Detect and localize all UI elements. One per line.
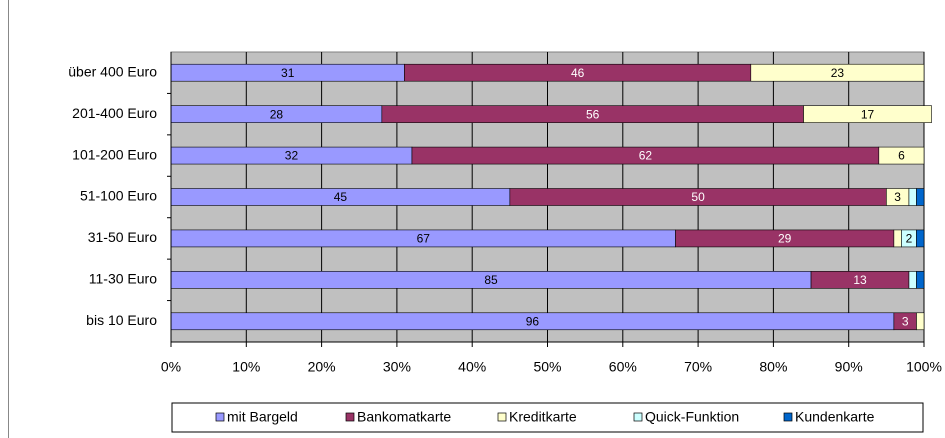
legend-swatch: [497, 412, 507, 422]
y-tick-label: 201-400 Euro: [72, 105, 157, 121]
bar-segment: [916, 188, 925, 206]
data-label: 2: [906, 232, 913, 246]
bar-segment: [893, 229, 902, 248]
bar-segment: [916, 312, 925, 331]
bar-segment: [803, 105, 932, 123]
x-tick-label: 0%: [161, 359, 181, 375]
legend-swatch: [215, 412, 225, 422]
y-tick-label: 11-30 Euro: [89, 271, 157, 287]
data-label: 62: [639, 149, 653, 163]
data-label: 3: [894, 190, 901, 204]
bar-segment: [908, 271, 917, 289]
data-label: 50: [691, 190, 705, 204]
data-label: 96: [526, 314, 540, 328]
x-tick-label: 50%: [533, 359, 561, 375]
bar-segment: [878, 146, 925, 165]
legend-box: [171, 402, 924, 433]
x-tick-label: 40%: [458, 359, 486, 375]
x-tick-label: 10%: [232, 359, 260, 375]
legend-swatch: [783, 412, 793, 422]
bar-segment: [916, 271, 925, 289]
legend-label: Kreditkarte: [509, 409, 577, 425]
bar-segment: [750, 63, 925, 82]
data-label: 6: [898, 149, 905, 163]
data-label: 13: [853, 273, 867, 287]
bar-segment: [908, 188, 917, 206]
data-label: 28: [270, 107, 284, 121]
data-label: 32: [285, 149, 299, 163]
bar-segment: [916, 229, 925, 248]
data-label: 17: [861, 107, 875, 121]
y-tick-label: bis 10 Euro: [86, 312, 157, 328]
legend-label: Bankomatkarte: [357, 409, 451, 425]
x-tick-label: 70%: [684, 359, 712, 375]
data-label: 46: [571, 66, 585, 80]
x-tick-label: 80%: [759, 359, 787, 375]
legend-swatch: [633, 412, 643, 422]
y-tick-label: 31-50 Euro: [88, 229, 157, 245]
x-tick-label: 60%: [609, 359, 637, 375]
data-label: 56: [586, 107, 600, 121]
y-tick-label: 101-200 Euro: [72, 146, 157, 162]
legend-label: Kundenkarte: [795, 409, 875, 425]
legend-label: mit Bargeld: [227, 409, 298, 425]
legend-swatch: [345, 412, 355, 422]
x-tick-label: 90%: [835, 359, 863, 375]
x-tick-label: 30%: [383, 359, 411, 375]
data-label: 45: [334, 190, 348, 204]
x-tick-label: 100%: [906, 359, 942, 375]
chart-frame: [8, 0, 9, 438]
data-label: 29: [778, 232, 792, 246]
data-label: 31: [281, 66, 295, 80]
data-label: 23: [831, 66, 845, 80]
data-label: 3: [902, 314, 909, 328]
data-label: 67: [417, 232, 431, 246]
x-tick-label: 20%: [308, 359, 336, 375]
legend-label: Quick-Funktion: [645, 409, 739, 425]
y-tick-label: 51-100 Euro: [80, 188, 157, 204]
y-tick-label: über 400 Euro: [68, 63, 157, 79]
data-label: 85: [484, 273, 498, 287]
